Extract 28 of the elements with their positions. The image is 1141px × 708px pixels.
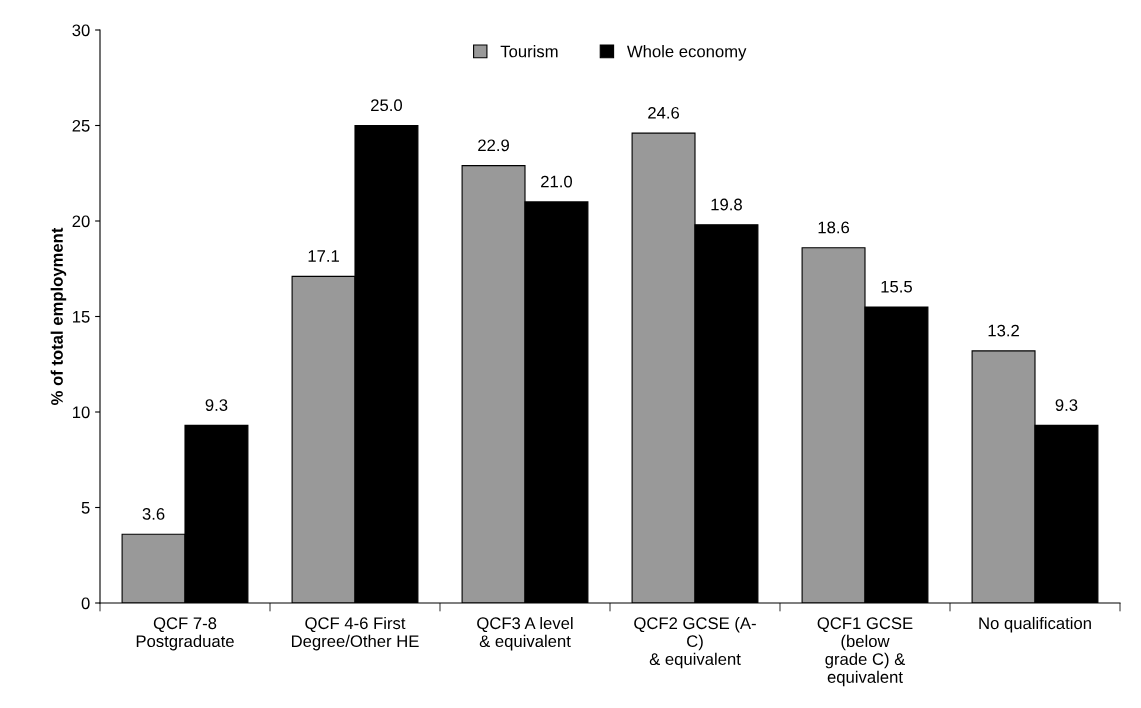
- y-tick-label: 10: [73, 406, 90, 419]
- data-label: 17.1: [308, 250, 339, 262]
- y-tick-label: 25: [72, 119, 90, 132]
- data-label: 25.0: [371, 99, 403, 112]
- y-tick-label: 5: [81, 502, 90, 514]
- y-tick-label: 30: [72, 24, 90, 37]
- y-tick-label: 20: [72, 215, 90, 228]
- data-label: 13.2: [988, 324, 1019, 337]
- data-label: 22.9: [478, 139, 509, 152]
- data-label: 19.8: [711, 198, 742, 211]
- data-label: 15.5: [881, 280, 912, 293]
- y-axis-title: % of total employment: [50, 227, 67, 405]
- x-tick-label: QCF1 GCSE (below grade C) & equivalent: [817, 617, 913, 687]
- x-tick-label: QCF2 GCSE (A- C) & equivalent: [634, 616, 756, 669]
- data-label: 24.6: [648, 106, 680, 119]
- data-label: 21.0: [541, 175, 573, 188]
- x-tick-label: No qualification: [979, 616, 1091, 633]
- data-label: 18.6: [818, 221, 850, 234]
- y-tick-label: 15: [73, 311, 90, 323]
- x-tick-label: QCF 7-8 Postgraduate: [136, 617, 234, 651]
- x-tick-label: QCF3 A level & equivalent: [477, 616, 573, 651]
- legend-label: Whole economy: [626, 45, 747, 61]
- data-label: 9.3: [1055, 399, 1078, 411]
- x-tick-label: QCF 4-6 First Degree/Other HE: [291, 616, 419, 651]
- data-label: 9.3: [205, 399, 228, 411]
- data-label: 3.6: [142, 508, 165, 520]
- legend-label: Tourism: [500, 45, 558, 58]
- y-tick-label: 0: [81, 597, 90, 610]
